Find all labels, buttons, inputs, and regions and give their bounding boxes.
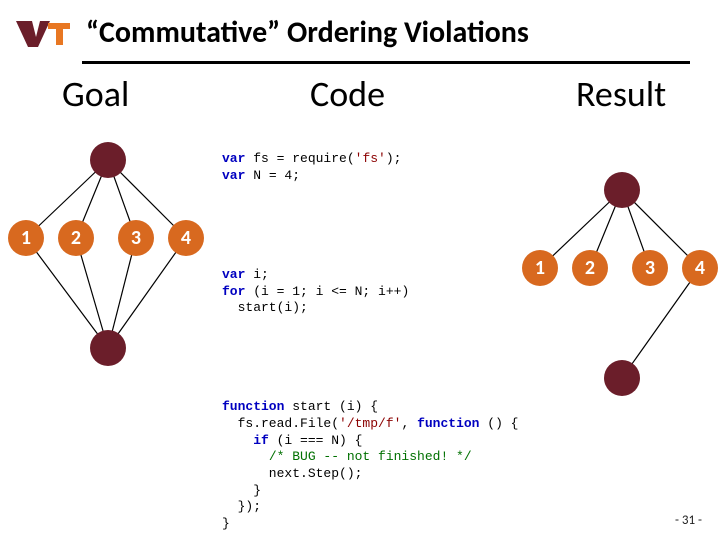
row-node-4: 4 [168, 220, 204, 256]
bottom-node [90, 330, 126, 366]
row-node-2: 2 [572, 250, 608, 286]
code-block: var fs = require('fs'); var N = 4; var i… [222, 118, 542, 549]
row-node-3: 3 [118, 220, 154, 256]
header-result: Result [576, 72, 666, 116]
slide-header: “Commutative” Ordering Violations [0, 0, 720, 57]
title-rule [82, 61, 690, 64]
result-diagram: 1234 [522, 160, 720, 420]
header-goal: Goal [62, 72, 129, 116]
top-node [604, 172, 640, 208]
vt-logo [14, 17, 72, 49]
code-block-1: var fs = require('fs'); var N = 4; [222, 151, 542, 184]
bottom-node [604, 360, 640, 396]
top-node [90, 142, 126, 178]
slide-title: “Commutative” Ordering Violations [86, 14, 529, 51]
code-block-2: var i; for (i = 1; i <= N; i++) start(i)… [222, 267, 542, 317]
row-node-3: 3 [632, 250, 668, 286]
code-block-3: function start (i) { fs.read.File('/tmp/… [222, 399, 542, 532]
slide-number: - 31 - [675, 513, 702, 528]
row-node-1: 1 [522, 250, 558, 286]
row-node-2: 2 [58, 220, 94, 256]
row-node-1: 1 [8, 220, 44, 256]
row-node-4: 4 [682, 250, 718, 286]
goal-diagram: 1234 [8, 130, 208, 390]
header-code: Code [310, 72, 385, 116]
